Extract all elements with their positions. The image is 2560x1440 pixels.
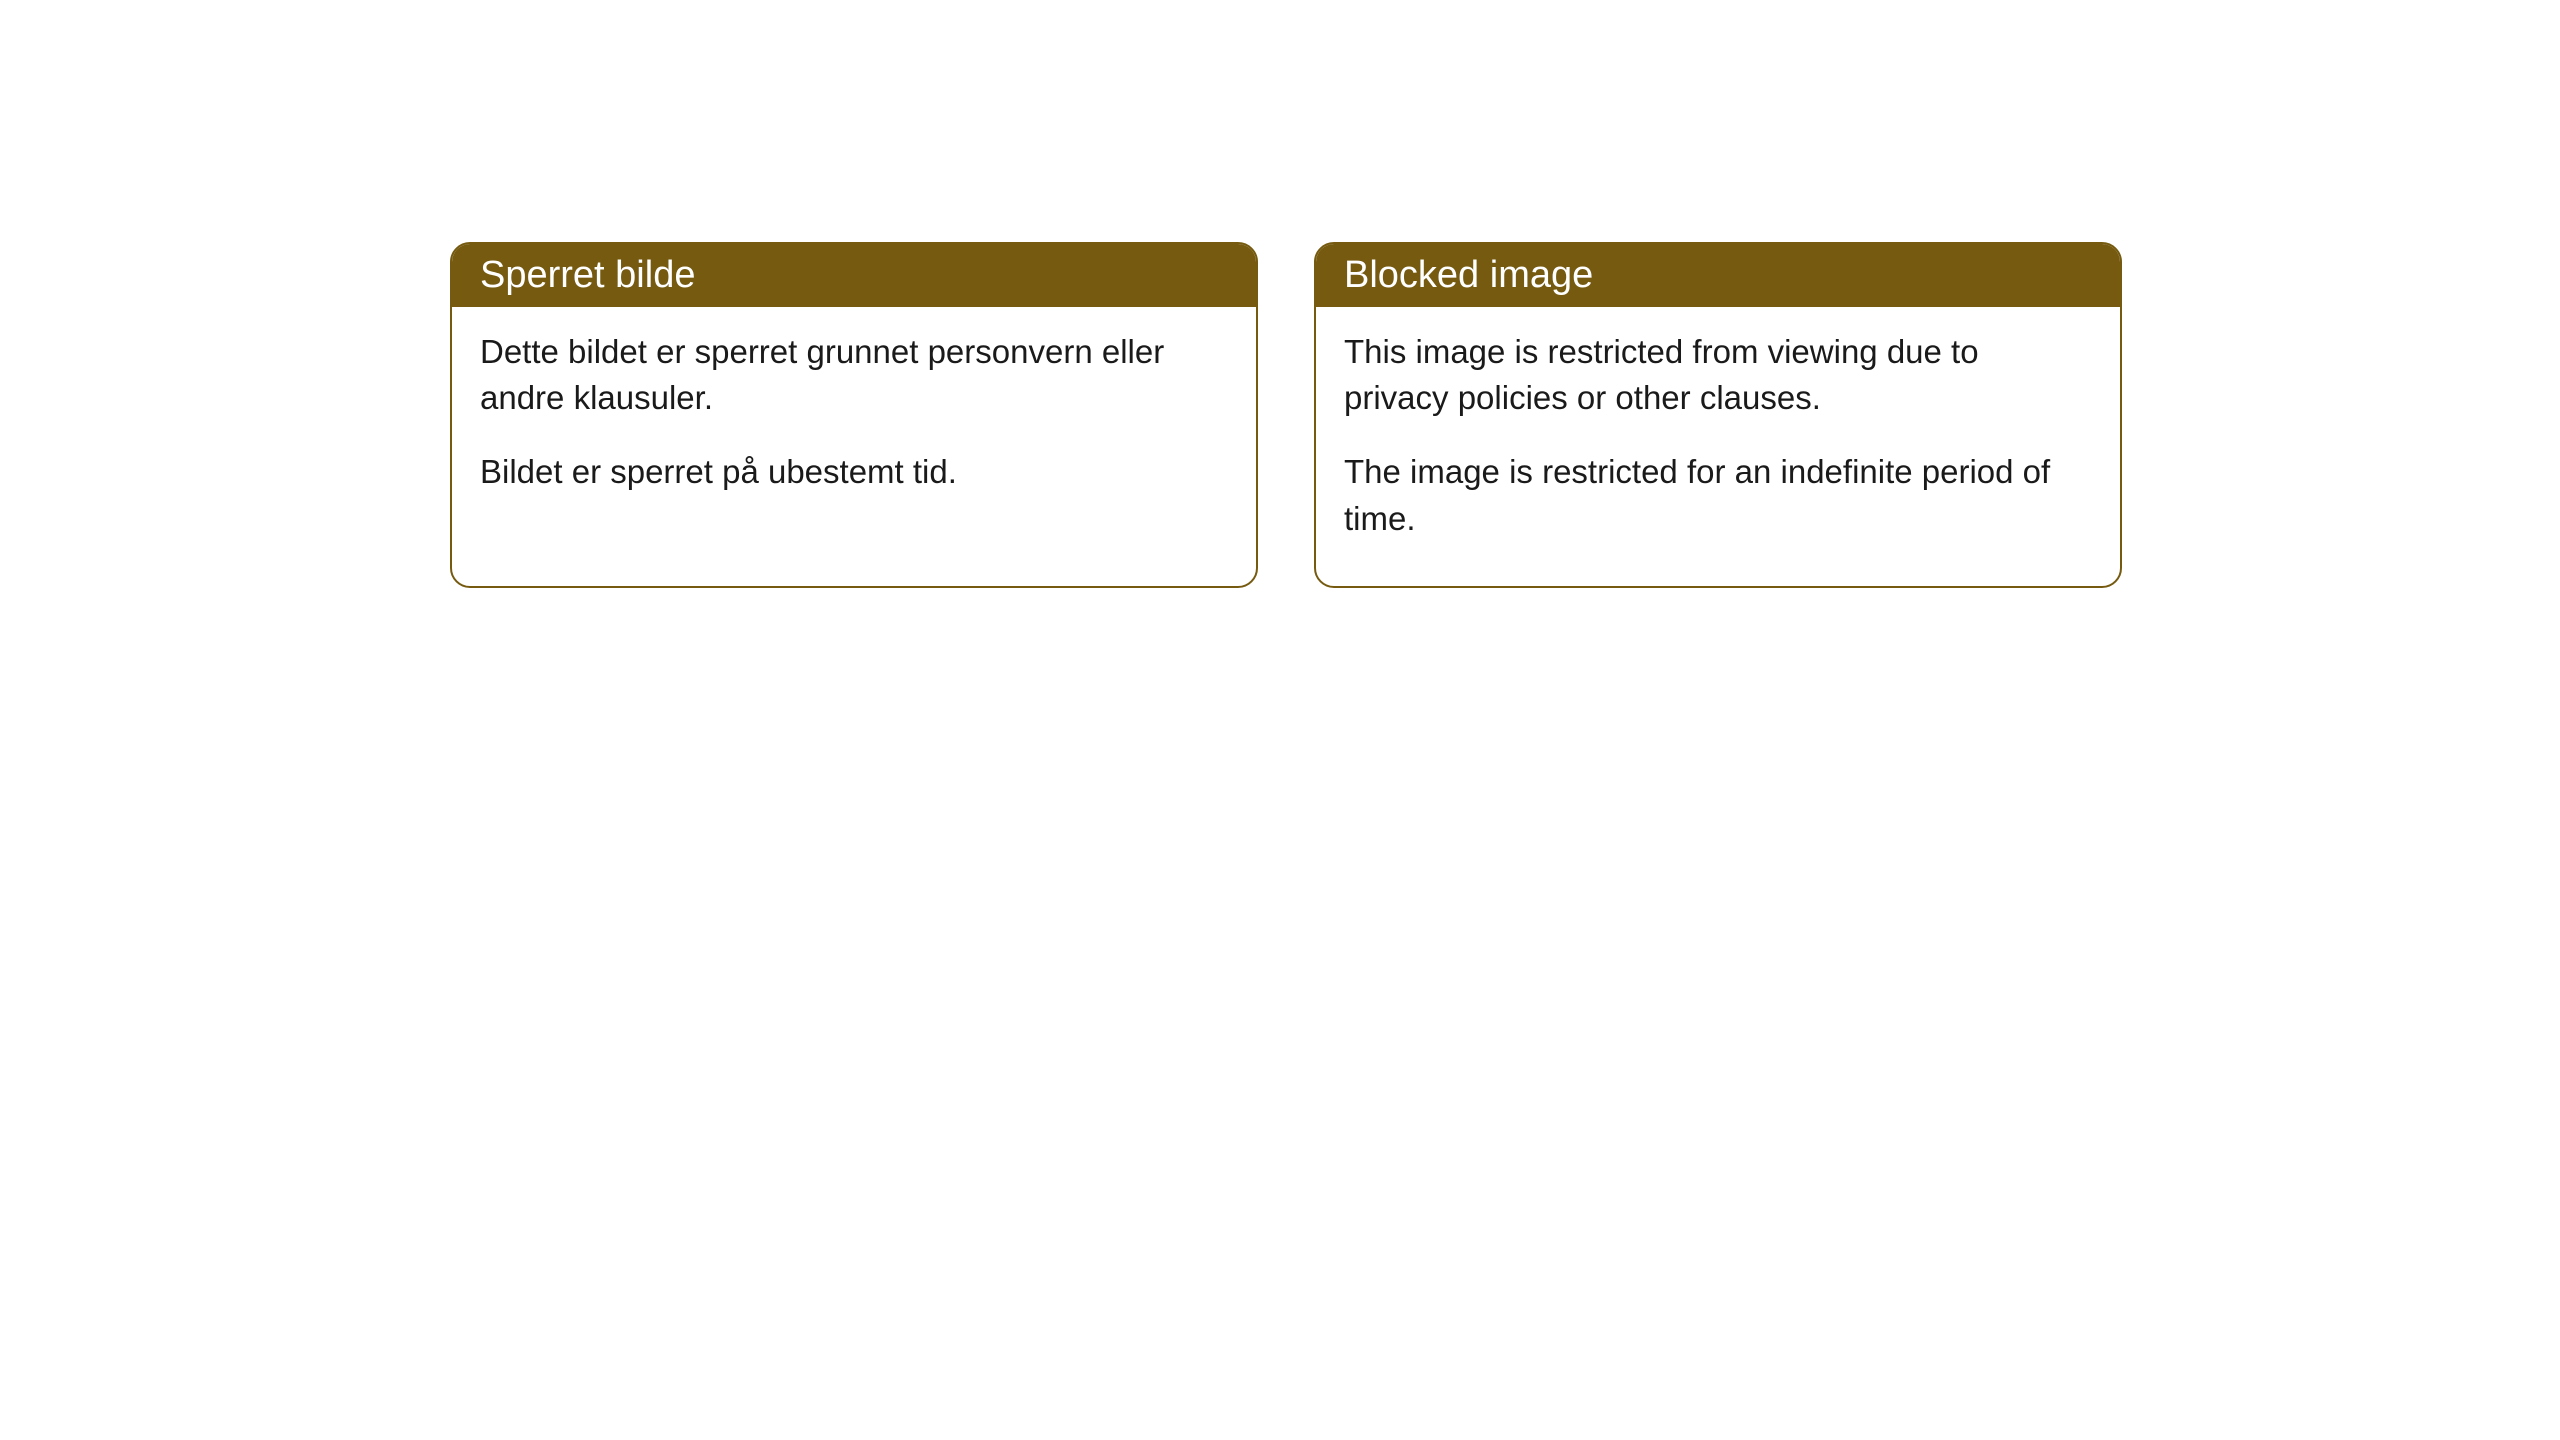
- card-body: This image is restricted from viewing du…: [1316, 307, 2120, 586]
- card-title: Sperret bilde: [480, 254, 695, 296]
- notice-card-english: Blocked image This image is restricted f…: [1314, 242, 2122, 588]
- card-paragraph-2: The image is restricted for an indefinit…: [1344, 449, 2092, 541]
- notice-card-norwegian: Sperret bilde Dette bildet er sperret gr…: [450, 242, 1258, 588]
- notice-container: Sperret bilde Dette bildet er sperret gr…: [450, 242, 2122, 588]
- card-paragraph-1: This image is restricted from viewing du…: [1344, 329, 2092, 421]
- card-paragraph-1: Dette bildet er sperret grunnet personve…: [480, 329, 1228, 421]
- card-header: Sperret bilde: [452, 244, 1256, 307]
- card-paragraph-2: Bildet er sperret på ubestemt tid.: [480, 449, 1228, 495]
- card-header: Blocked image: [1316, 244, 2120, 307]
- card-body: Dette bildet er sperret grunnet personve…: [452, 307, 1256, 540]
- card-title: Blocked image: [1344, 254, 1593, 296]
